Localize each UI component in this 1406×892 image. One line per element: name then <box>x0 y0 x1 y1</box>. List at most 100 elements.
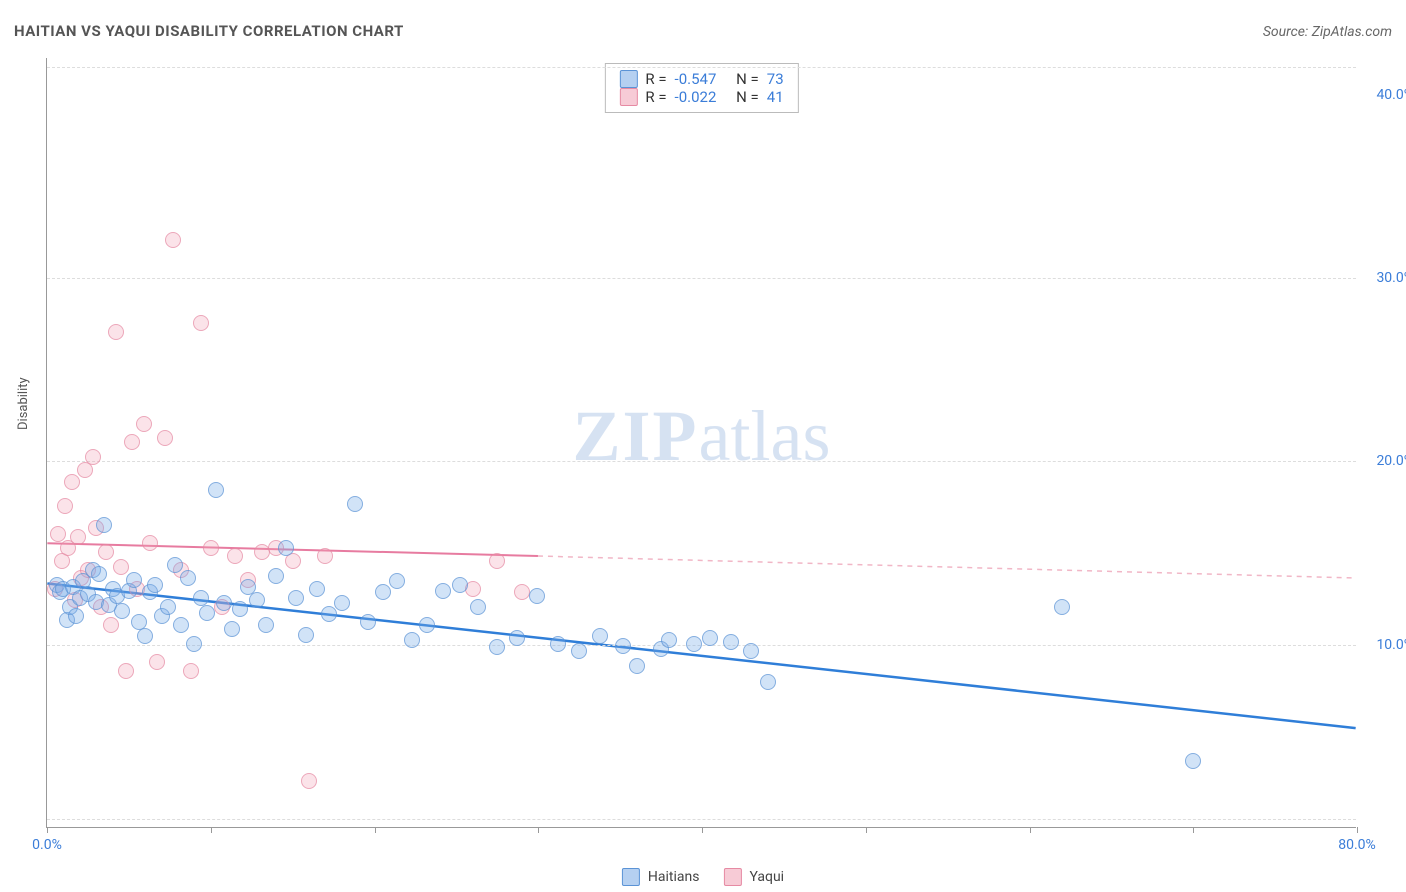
scatter-point <box>389 573 405 589</box>
scatter-point <box>167 557 183 573</box>
watermark-zip: ZIP <box>573 395 699 475</box>
scatter-point <box>288 590 304 606</box>
scatter-point <box>514 584 530 600</box>
scatter-point <box>160 599 176 615</box>
scatter-point <box>193 315 209 331</box>
legend-item-series1: Haitians <box>622 868 700 886</box>
stat-r-label: R = <box>645 88 666 106</box>
scatter-point <box>404 632 420 648</box>
scatter-point <box>136 416 152 432</box>
scatter-point <box>103 617 119 633</box>
x-tick-label: 0.0% <box>32 837 62 853</box>
scatter-point <box>278 540 294 556</box>
stat-n-label: N = <box>736 70 759 88</box>
scatter-point <box>760 674 776 690</box>
scatter-point <box>489 553 505 569</box>
scatter-point <box>1054 599 1070 615</box>
scatter-point <box>70 529 86 545</box>
legend-label: Yaqui <box>749 869 784 885</box>
scatter-point <box>435 583 451 599</box>
scatter-point <box>113 559 129 575</box>
stat-r-label: R = <box>645 70 666 88</box>
scatter-point <box>298 627 314 643</box>
x-tick <box>1030 827 1031 833</box>
scatter-point <box>173 617 189 633</box>
scatter-point <box>743 643 759 659</box>
scatter-point <box>149 654 165 670</box>
scatter-point <box>347 496 363 512</box>
y-axis-label: Disability <box>16 377 31 430</box>
scatter-point <box>723 634 739 650</box>
stat-n-label: N = <box>736 88 759 106</box>
scatter-point <box>470 599 486 615</box>
scatter-point <box>489 639 505 655</box>
y-tick-label: 10.0% <box>1376 637 1406 653</box>
watermark-atlas: atlas <box>699 395 831 475</box>
scatter-point <box>147 577 163 593</box>
x-tick <box>538 827 539 833</box>
scatter-point <box>180 570 196 586</box>
scatter-point <box>124 434 140 450</box>
scatter-point <box>114 603 130 619</box>
x-tick <box>866 827 867 833</box>
scatter-point <box>309 581 325 597</box>
scatter-point <box>96 517 112 533</box>
gridline <box>47 819 1356 820</box>
scatter-point <box>131 614 147 630</box>
x-tick <box>1357 827 1358 833</box>
watermark: ZIPatlas <box>573 394 831 477</box>
stat-n-value: 41 <box>767 88 784 106</box>
x-tick <box>211 827 212 833</box>
stat-r-value: -0.547 <box>675 70 717 88</box>
scatter-point <box>216 595 232 611</box>
gridline <box>47 67 1356 68</box>
scatter-point <box>419 617 435 633</box>
scatter-point <box>629 658 645 674</box>
swatch-icon <box>622 868 640 886</box>
scatter-point <box>126 572 142 588</box>
scatter-point <box>224 621 240 637</box>
scatter-point <box>108 324 124 340</box>
scatter-point <box>64 474 80 490</box>
scatter-point <box>232 601 248 617</box>
scatter-point <box>334 595 350 611</box>
swatch-icon <box>723 868 741 886</box>
scatter-point <box>509 630 525 646</box>
gridline <box>47 461 1356 462</box>
scatter-point <box>85 449 101 465</box>
scatter-point <box>91 566 107 582</box>
scatter-point <box>165 232 181 248</box>
scatter-point <box>702 630 718 646</box>
scatter-point <box>571 643 587 659</box>
scatter-point <box>592 628 608 644</box>
swatch-icon <box>619 70 637 88</box>
scatter-plot: ZIPatlas R = -0.547 N = 73 R = -0.022 N … <box>46 58 1356 828</box>
x-tick <box>1193 827 1194 833</box>
x-tick-label: 80.0% <box>1338 837 1376 853</box>
scatter-point <box>57 498 73 514</box>
scatter-point <box>686 636 702 652</box>
y-tick-label: 40.0% <box>1376 87 1406 103</box>
scatter-point <box>360 614 376 630</box>
swatch-icon <box>619 88 637 106</box>
scatter-point <box>98 544 114 560</box>
scatter-point <box>268 568 284 584</box>
stats-row-series1: R = -0.547 N = 73 <box>619 70 783 88</box>
scatter-point <box>249 592 265 608</box>
scatter-point <box>258 617 274 633</box>
y-tick-label: 20.0% <box>1376 453 1406 469</box>
scatter-point <box>142 535 158 551</box>
scatter-point <box>68 608 84 624</box>
legend-label: Haitians <box>648 869 700 885</box>
scatter-point <box>317 548 333 564</box>
chart-title: HAITIAN VS YAQUI DISABILITY CORRELATION … <box>14 22 404 40</box>
y-tick-label: 30.0% <box>1376 270 1406 286</box>
scatter-point <box>452 577 468 593</box>
scatter-point <box>550 636 566 652</box>
scatter-point <box>529 588 545 604</box>
scatter-point <box>1185 753 1201 769</box>
title-row: HAITIAN VS YAQUI DISABILITY CORRELATION … <box>14 22 1392 40</box>
scatter-point <box>183 663 199 679</box>
scatter-point <box>208 482 224 498</box>
scatter-point <box>375 584 391 600</box>
